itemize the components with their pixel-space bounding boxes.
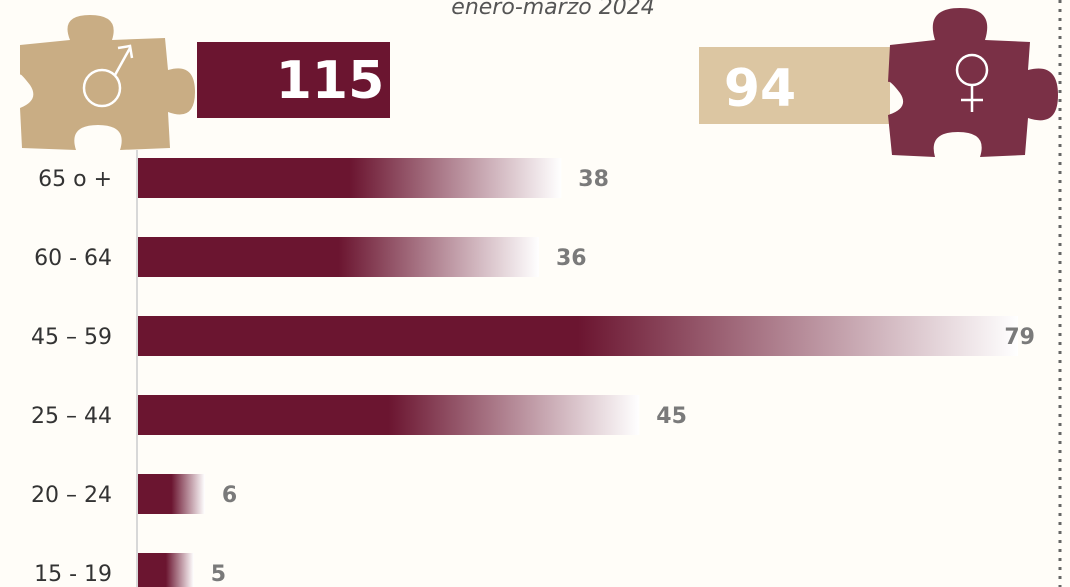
- subtitle: enero-marzo 2024: [451, 0, 654, 20]
- value-label: 5: [211, 562, 226, 587]
- bar: [138, 474, 205, 514]
- bar: [138, 553, 194, 587]
- male-total-box: [197, 42, 390, 118]
- category-label: 15 - 19: [34, 562, 112, 587]
- value-label: 79: [1004, 325, 1035, 350]
- category-label: 65 o +: [38, 167, 112, 192]
- value-label: 38: [578, 167, 609, 192]
- category-label: 20 – 24: [31, 483, 112, 508]
- male-total: 115: [276, 51, 385, 111]
- category-label: 45 – 59: [31, 325, 112, 350]
- category-label: 60 - 64: [34, 246, 112, 271]
- female-total: 94: [724, 59, 796, 119]
- bar: [138, 395, 640, 435]
- female-puzzle: [888, 8, 1058, 157]
- bar: [138, 237, 540, 277]
- category-label: 25 – 44: [31, 404, 112, 429]
- bar: [138, 158, 562, 198]
- value-label: 36: [556, 246, 587, 271]
- value-label: 6: [222, 483, 237, 508]
- male-puzzle: [20, 15, 195, 150]
- female-total-box: [699, 47, 890, 124]
- bar: [138, 316, 1018, 356]
- value-label: 45: [656, 404, 687, 429]
